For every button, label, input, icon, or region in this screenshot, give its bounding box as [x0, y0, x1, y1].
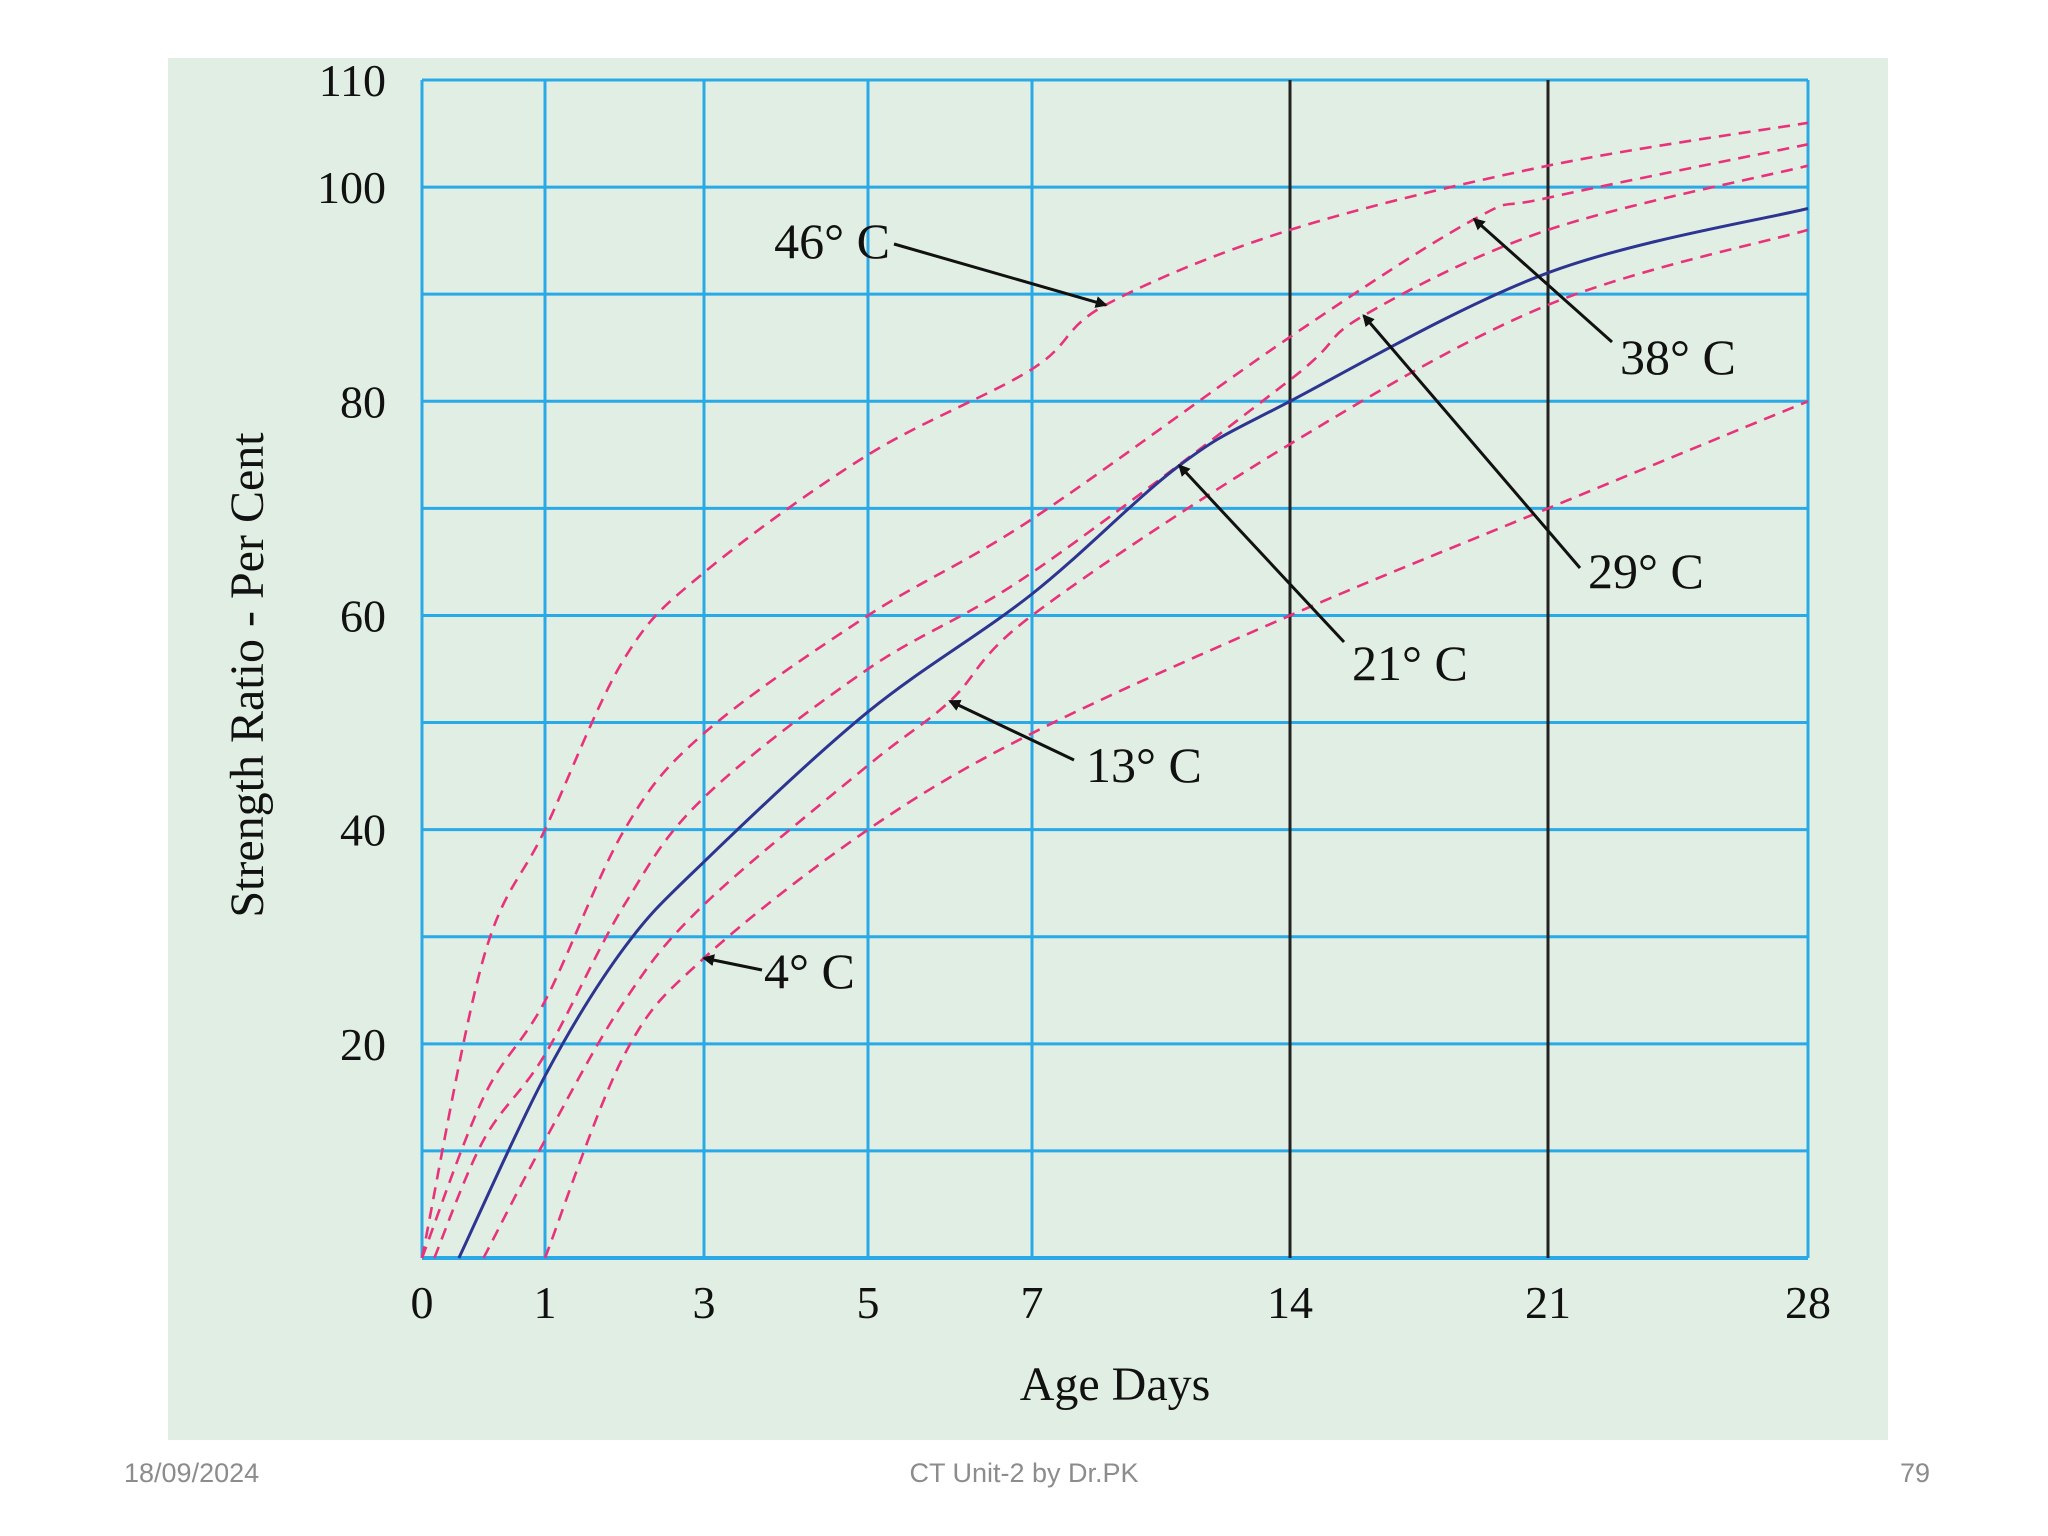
curve-label-21c: 21° C — [1352, 635, 1468, 691]
x-tick-label: 28 — [1785, 1277, 1831, 1328]
curve-13c — [482, 228, 1809, 1259]
chart-panel: 0 1 3 5 7 14 21 28 20 40 60 80 100 110 46° C 38° C 29° … — [168, 58, 1888, 1440]
curve-29c — [433, 164, 1809, 1259]
annotation-arrow — [1472, 217, 1613, 344]
y-tick-label: 80 — [340, 376, 386, 427]
curve-46c — [420, 121, 1809, 1259]
y-axis-title: Strength Ratio - Per Cent — [221, 432, 274, 918]
y-tick-label: 60 — [340, 590, 386, 641]
curve-label-13c: 13° C — [1086, 737, 1202, 793]
x-tick-label: 7 — [1021, 1277, 1044, 1328]
footer-page-number: 79 — [1899, 1458, 1930, 1488]
y-tick-label: 100 — [317, 162, 386, 213]
y-tick-label: 110 — [319, 58, 386, 106]
curve-4c — [543, 400, 1809, 1259]
y-tick-label: 20 — [340, 1019, 386, 1070]
annotation-arrow — [702, 954, 763, 972]
x-tick-label: 21 — [1525, 1277, 1571, 1328]
x-tick-label: 1 — [534, 1277, 557, 1328]
y-tick-label: 40 — [340, 805, 386, 856]
curve-38c — [420, 143, 1809, 1259]
annotation-arrow — [1178, 464, 1346, 644]
curve-label-29c: 29° C — [1588, 543, 1704, 599]
curve-label-46c: 46° C — [774, 213, 890, 269]
x-tick-label: 5 — [857, 1277, 880, 1328]
x-tick-label: 0 — [411, 1277, 434, 1328]
footer-date: 18/09/2024 — [124, 1458, 260, 1488]
x-axis-title: Age Days — [1020, 1358, 1211, 1411]
annotation-arrow — [948, 699, 1075, 762]
curve-21c — [457, 207, 1809, 1259]
x-tick-label: 14 — [1267, 1277, 1313, 1328]
footer-title: CT Unit-2 by Dr.PK — [909, 1458, 1139, 1488]
annotation-arrow — [1362, 314, 1582, 569]
x-tick-label: 3 — [693, 1277, 716, 1328]
annotation-arrow — [893, 242, 1108, 308]
curve-label-4c: 4° C — [764, 943, 855, 999]
strength-ratio-chart: 0 1 3 5 7 14 21 28 20 40 60 80 100 110 46° C 38° C 29° … — [221, 58, 1831, 1411]
curve-label-38c: 38° C — [1620, 329, 1736, 385]
